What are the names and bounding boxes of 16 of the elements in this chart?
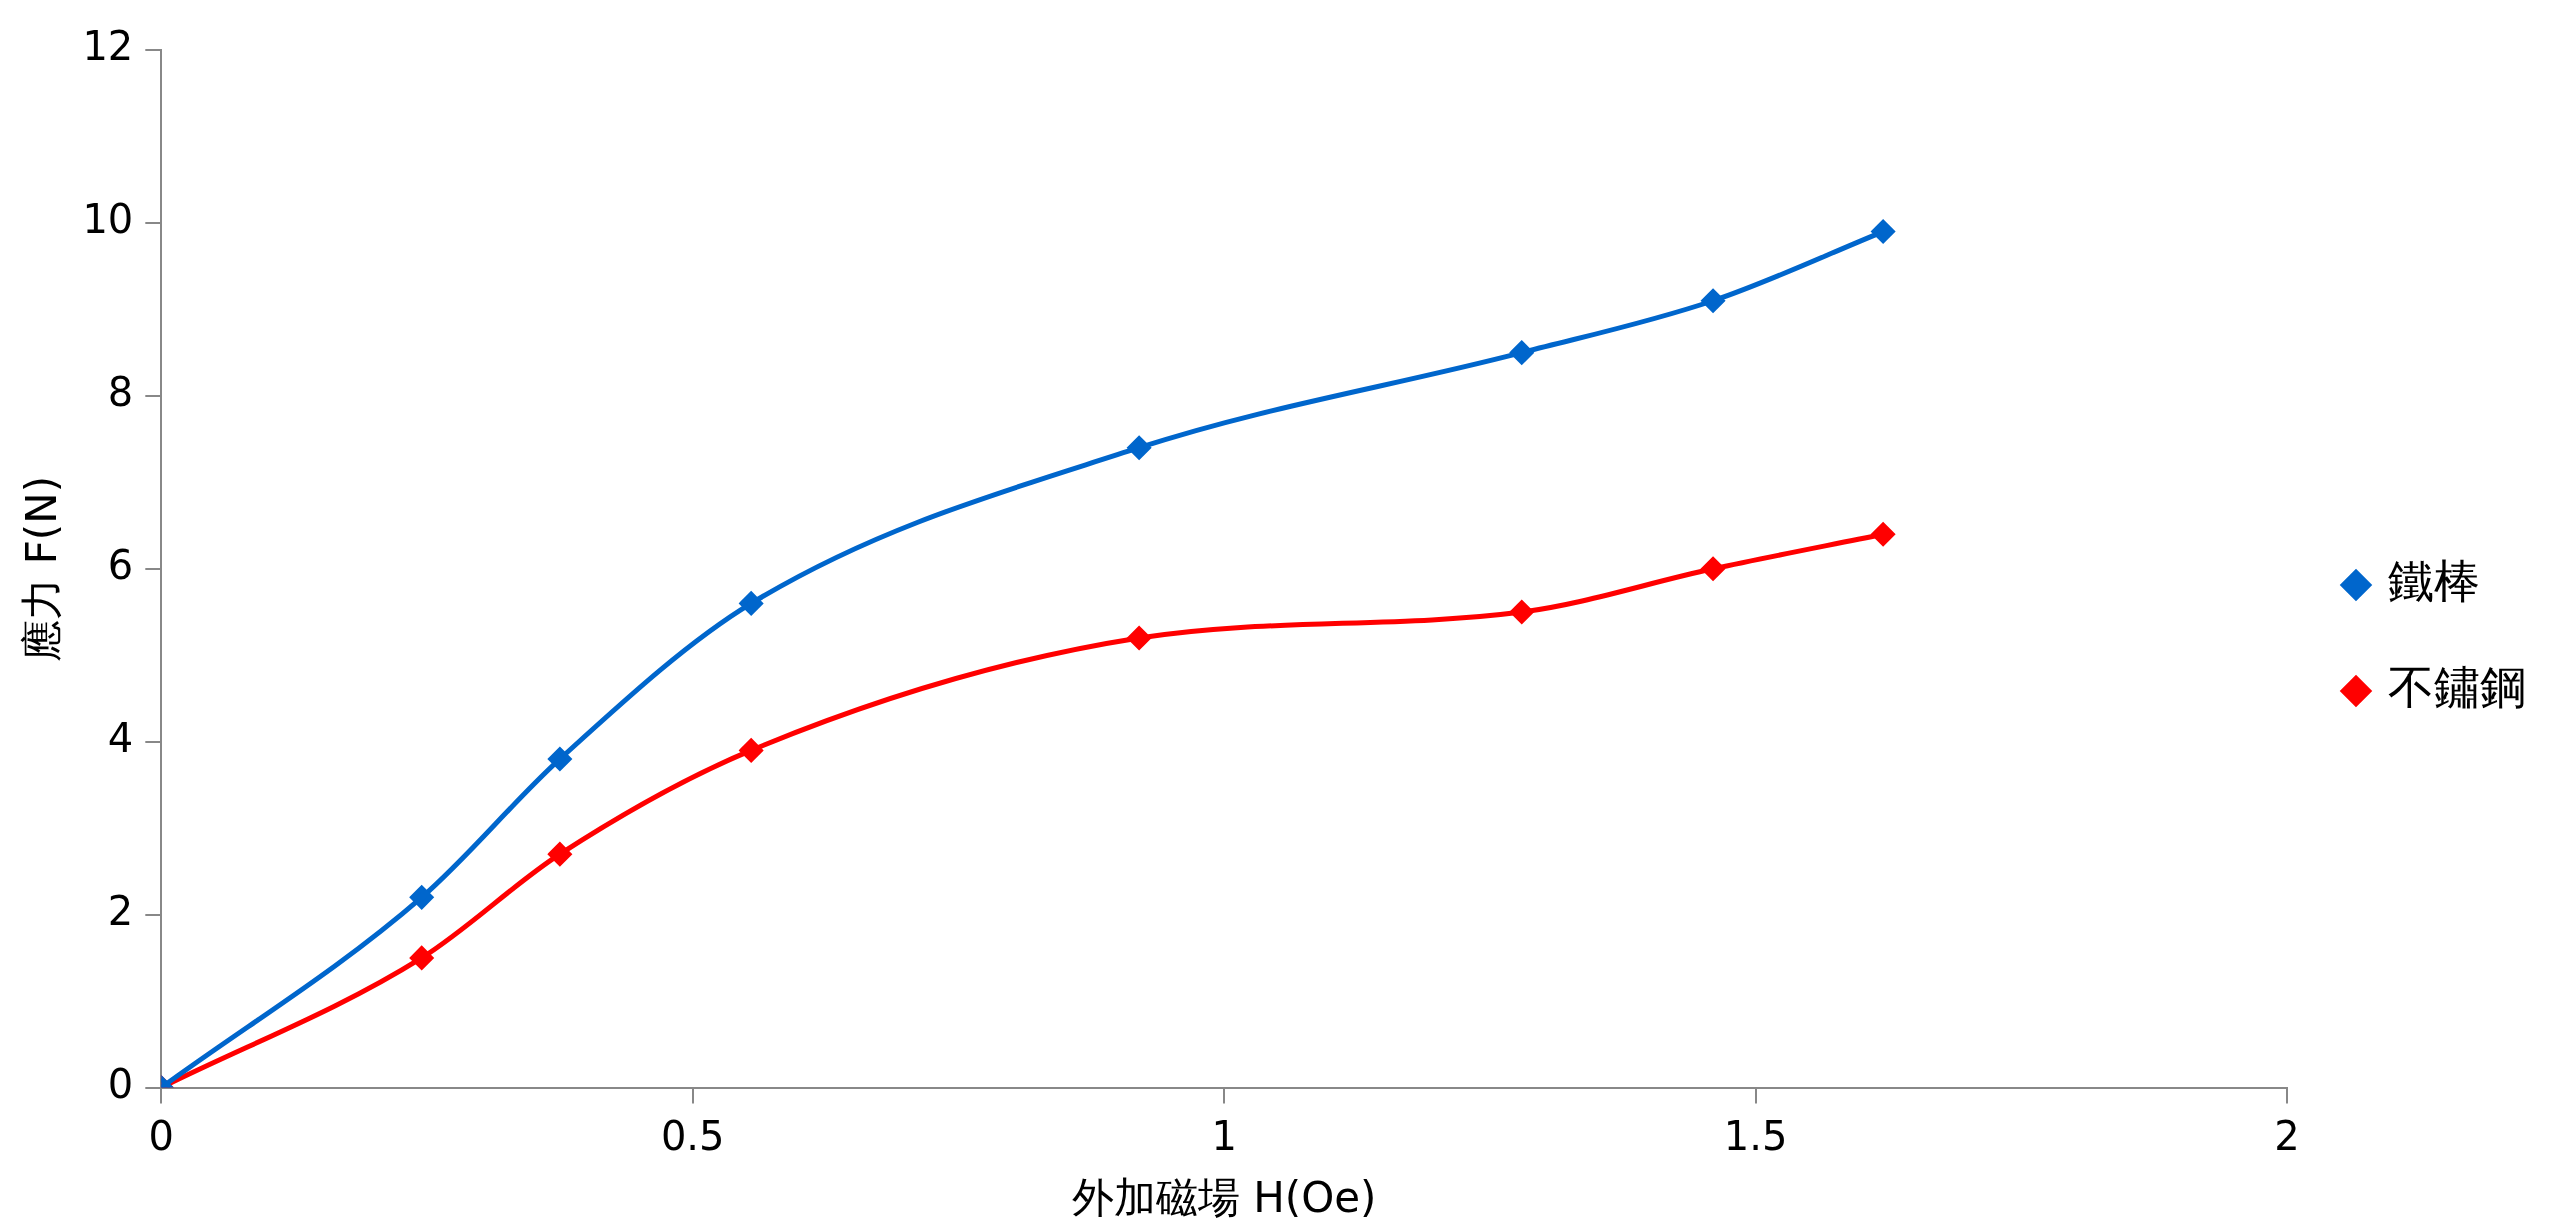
legend-label: 鐵棒 (2388, 553, 2480, 608)
y-tick-label: 4 (107, 715, 134, 762)
y-axis-title: 應力 F(N) (17, 475, 67, 662)
x-tick-label: 1 (1211, 1112, 1237, 1159)
y-tick-label: 6 (107, 542, 134, 589)
x-tick-label: 0 (148, 1112, 175, 1159)
x-tick-label: 2 (2274, 1112, 2300, 1159)
y-tick-label: 2 (107, 888, 134, 935)
y-tick-label: 0 (107, 1060, 134, 1107)
x-tick-label: 0.5 (660, 1112, 725, 1159)
x-axis-title: 外加磁場 H(Oe) (1071, 1172, 1377, 1222)
y-tick-label: 10 (82, 196, 134, 243)
y-tick-label: 12 (82, 23, 134, 70)
legend-label: 不鏽鋼 (2388, 659, 2526, 714)
y-tick-label: 8 (107, 369, 134, 416)
x-tick-label: 1.5 (1723, 1112, 1788, 1159)
